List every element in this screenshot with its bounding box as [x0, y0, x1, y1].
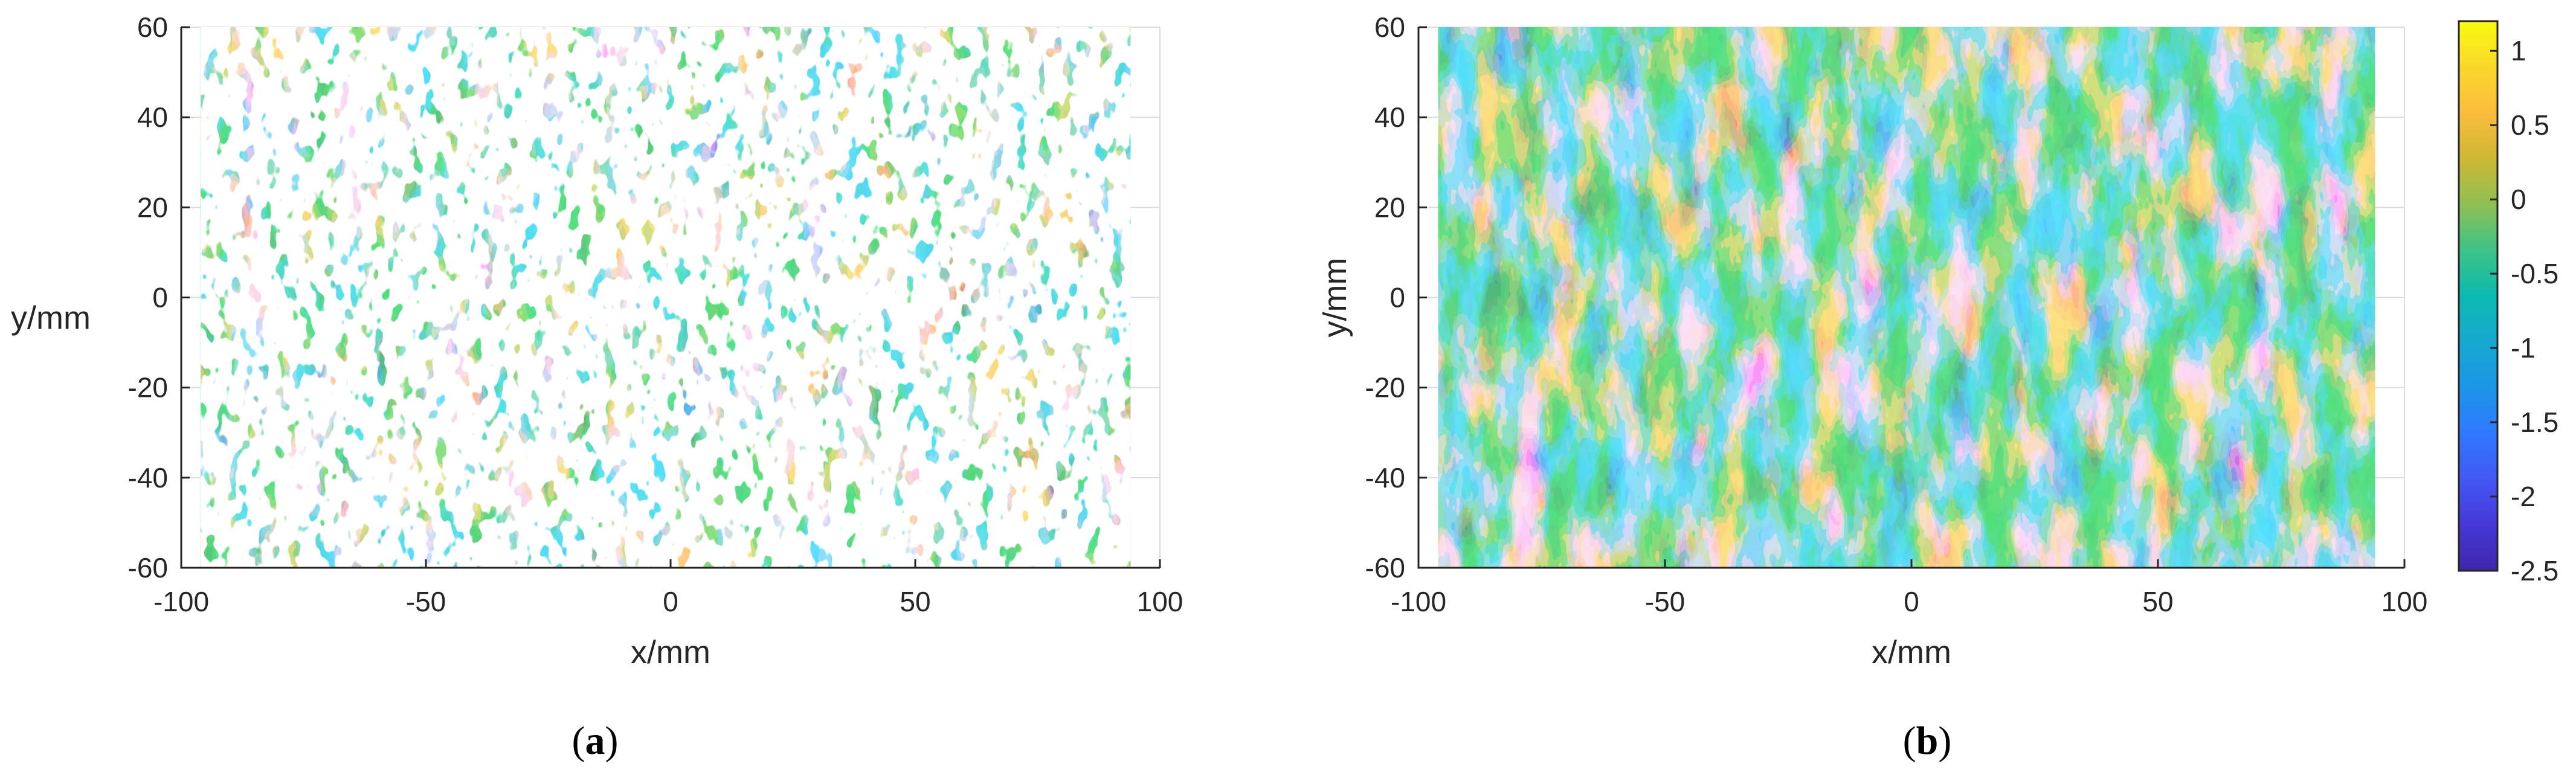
y-tick-label: 60 — [1374, 11, 1405, 43]
colorbar-tick-label: -0.5 — [2511, 258, 2558, 289]
x-tick-label: 0 — [663, 586, 678, 617]
y-axis-label: y/mm — [1317, 258, 1353, 338]
colorbar-tick-label: -2.5 — [2511, 555, 2558, 586]
x-tick-label: -100 — [1391, 586, 1446, 617]
colorbar-tick-label: 1 — [2511, 35, 2526, 66]
y-axis-label: y/mm — [11, 300, 91, 336]
heat-field — [1438, 27, 2375, 568]
y-tick-label: 20 — [1374, 191, 1405, 223]
x-axis-label: x/mm — [1872, 634, 1951, 670]
y-tick-label: -40 — [128, 462, 168, 493]
x-axis-label: x/mm — [631, 634, 710, 670]
colorbar-tick-label: 0.5 — [2511, 109, 2549, 141]
panel-a-heatmap: -100 -50 0 50 100 60 40 20 0 -20 -40 -60 x/mm y/mm — [11, 11, 1183, 670]
x-tick-label: -50 — [1645, 586, 1685, 617]
y-tick-label: -60 — [128, 552, 168, 583]
x-tick-label: 100 — [1137, 586, 1183, 617]
y-tick-label: 40 — [137, 101, 168, 133]
y-tick-label: 0 — [152, 282, 168, 313]
y-tick-label: -60 — [1365, 552, 1405, 583]
y-tick-label: -20 — [128, 372, 168, 403]
x-tick-label: -100 — [153, 586, 209, 617]
x-tick-label: -50 — [406, 586, 446, 617]
y-tick-label: -40 — [1365, 462, 1405, 493]
x-tick-label: 50 — [900, 586, 930, 617]
y-tick-label: 40 — [1374, 101, 1405, 133]
colorbar-tick-label: -2 — [2511, 481, 2536, 512]
colorbar-tick-label: -1 — [2511, 332, 2536, 364]
y-tick-label: 0 — [1389, 282, 1405, 313]
missing-data-holes — [201, 27, 1131, 568]
y-tick-label: -20 — [1365, 372, 1405, 403]
panel-label-b: (b) — [1903, 719, 1952, 763]
colorbar: 1 0.5 0 -0.5 -1 -1.5 -2 -2.5 — [2458, 20, 2558, 586]
y-tick-label: 60 — [137, 11, 168, 43]
y-tick-label: 20 — [137, 191, 168, 223]
x-tick-label: 0 — [1904, 586, 1919, 617]
panel-label-a: (a) — [572, 719, 619, 763]
colorbar-tick-label: 0 — [2511, 184, 2526, 215]
colorbar-scale — [2458, 20, 2499, 572]
x-tick-label: 100 — [2381, 586, 2428, 617]
colorbar-tick-label: -1.5 — [2511, 406, 2558, 438]
panel-b-heatmap: -100 -50 0 50 100 60 40 20 0 -20 -40 -60 x/mm y/mm — [1317, 11, 2427, 670]
x-tick-label: 50 — [2142, 586, 2173, 617]
